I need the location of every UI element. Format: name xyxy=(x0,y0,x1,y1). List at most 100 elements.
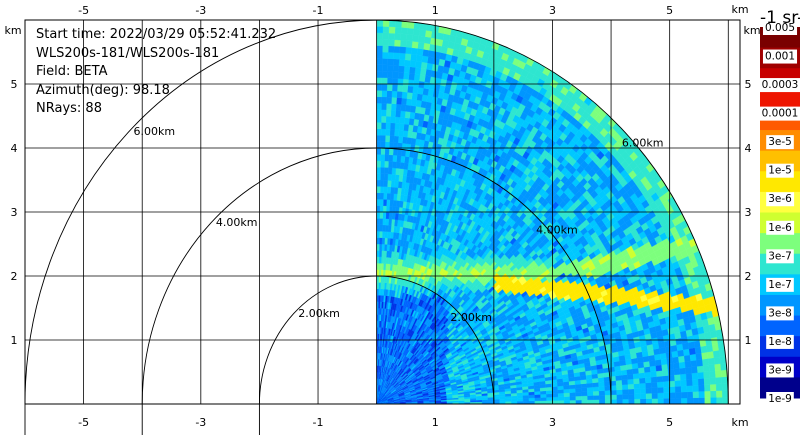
beta-cell xyxy=(400,155,406,163)
beta-cell xyxy=(405,98,412,106)
beta-cell xyxy=(551,389,559,394)
beta-cell xyxy=(409,111,416,120)
beta-cell xyxy=(396,84,403,92)
beta-cell xyxy=(394,122,400,131)
beta-cell xyxy=(581,387,588,393)
beta-cell xyxy=(382,218,386,226)
beta-cell xyxy=(407,79,415,87)
beta-cell xyxy=(593,395,600,400)
beta-cell xyxy=(381,115,387,123)
beta-cell xyxy=(379,218,383,226)
beta-cell xyxy=(381,256,385,264)
beta-cell xyxy=(380,122,386,130)
beta-cell xyxy=(406,92,413,100)
beta-cell xyxy=(380,160,385,168)
beta-cell xyxy=(381,77,388,85)
beta-cell xyxy=(615,379,623,386)
beta-cell xyxy=(673,368,681,376)
beta-cell xyxy=(698,391,705,398)
beta-cell xyxy=(609,375,617,382)
beta-cell xyxy=(386,96,392,104)
beta-cell xyxy=(592,377,599,384)
beta-cell xyxy=(632,367,640,375)
beta-cell xyxy=(620,369,628,376)
beta-cell xyxy=(610,389,617,396)
beta-cell xyxy=(377,307,380,315)
beta-cell xyxy=(645,387,653,394)
beta-cell xyxy=(376,45,383,53)
beta-cell xyxy=(385,135,390,143)
beta-cell xyxy=(383,250,387,258)
beta-cell xyxy=(683,354,691,362)
beta-cell xyxy=(404,59,411,67)
beta-cell xyxy=(397,136,404,144)
beta-cell xyxy=(703,377,711,385)
beta-cell xyxy=(384,154,390,162)
beta-cell xyxy=(586,382,594,388)
beta-cell xyxy=(580,383,588,389)
beta-cell xyxy=(650,370,657,378)
beta-cell xyxy=(376,128,382,136)
beta-cell xyxy=(381,96,387,104)
beta-cell xyxy=(376,109,382,117)
beta-cell xyxy=(385,205,390,213)
beta-cell xyxy=(686,379,693,387)
beta-cell xyxy=(398,59,406,67)
beta-cell xyxy=(384,244,388,251)
beta-cell xyxy=(598,386,606,392)
beta-cell xyxy=(616,394,623,400)
beta-cell xyxy=(610,394,618,400)
beta-cell xyxy=(385,116,391,123)
beta-cell xyxy=(379,211,384,219)
beta-cell xyxy=(540,397,547,401)
beta-cell xyxy=(395,161,401,169)
beta-cell xyxy=(663,398,670,404)
beta-cell xyxy=(382,211,387,219)
beta-cell xyxy=(656,370,663,377)
beta-cell xyxy=(385,218,389,226)
beta-cell xyxy=(575,395,582,401)
beta-cell xyxy=(603,376,611,382)
beta-cell xyxy=(380,147,386,155)
beta-cell xyxy=(395,167,400,176)
beta-cell xyxy=(376,154,381,161)
beta-cell xyxy=(406,137,412,145)
beta-cell xyxy=(691,372,699,380)
beta-cell xyxy=(387,64,394,72)
beta-cell xyxy=(610,399,618,404)
beta-cell xyxy=(380,135,386,142)
beta-cell xyxy=(394,116,401,124)
beta-cell xyxy=(390,103,397,111)
beta-cell xyxy=(679,367,687,375)
beta-cell xyxy=(415,54,423,63)
beta-cell xyxy=(622,394,629,400)
beta-cell xyxy=(388,212,393,220)
beta-cell xyxy=(626,368,634,375)
beta-cell xyxy=(391,90,398,98)
beta-cell xyxy=(376,179,381,187)
beta-cell xyxy=(686,385,694,393)
beta-cell xyxy=(387,58,394,66)
beta-cell xyxy=(379,205,384,213)
beta-cell xyxy=(558,396,565,401)
beta-cell xyxy=(393,52,400,60)
beta-cell xyxy=(391,161,397,169)
beta-cell xyxy=(378,275,381,283)
beta-cell xyxy=(390,109,397,117)
beta-cell xyxy=(628,398,635,404)
beta-cell xyxy=(400,104,407,112)
beta-cell xyxy=(693,340,701,348)
beta-cell xyxy=(380,269,384,277)
beta-cell xyxy=(657,387,664,394)
beta-cell xyxy=(511,398,518,402)
beta-cell xyxy=(660,358,668,366)
beta-cell xyxy=(587,391,594,396)
beta-cell xyxy=(575,391,582,397)
beta-cell xyxy=(644,371,652,378)
beta-cell xyxy=(697,371,705,380)
beta-cell xyxy=(379,192,384,200)
beta-cell xyxy=(393,58,400,66)
beta-cell xyxy=(505,398,512,402)
beta-cell xyxy=(700,345,708,354)
beta-cell xyxy=(667,363,674,370)
